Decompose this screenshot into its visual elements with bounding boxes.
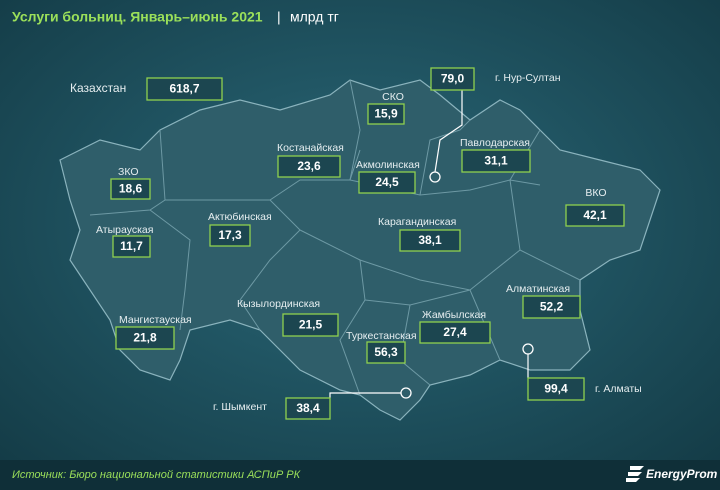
source: Источник: Бюро национальной статистики А… [12, 469, 301, 481]
region-name: Костанайская [277, 142, 344, 154]
region-value: 18,6 [119, 182, 143, 196]
region-name: Акмолинская [356, 159, 420, 171]
value-box [366, 341, 406, 364]
region-name: Мангистауская [119, 314, 192, 326]
region-name: г. Алматы [595, 383, 642, 395]
region-labels: СКО 15,9 г. Нур-Султан 79,0 Костанайская 23,6… [96, 67, 642, 420]
value-box [146, 77, 223, 101]
region-name: ЗКО [118, 166, 139, 178]
region-name: г. Шымкент [213, 401, 267, 413]
title: Услуги больниц. Январь–июнь 2021 [12, 9, 263, 25]
value-box [565, 204, 625, 227]
value-box [112, 235, 151, 258]
region-value: 17,3 [218, 228, 242, 242]
separator: | [277, 9, 281, 25]
region-name: Жамбылская [422, 309, 486, 321]
region-value: 99,4 [544, 382, 568, 396]
value-box [461, 149, 531, 173]
city-marker [522, 343, 534, 355]
value-box [399, 229, 461, 252]
region-name: Карагандинская [378, 216, 456, 228]
region-name: Актюбинская [208, 211, 272, 223]
region-value: 24,5 [375, 175, 399, 189]
region-value: 79,0 [441, 72, 465, 86]
region-value: 38,1 [418, 233, 442, 247]
city-marker [429, 171, 441, 183]
region-value: 56,3 [374, 345, 398, 359]
region-value: 42,1 [583, 208, 607, 222]
value-box [115, 326, 175, 350]
unit: млрд тг [290, 9, 339, 25]
footer-bar [0, 460, 720, 490]
logo: EnergyProm [646, 467, 718, 481]
region-value: 23,6 [297, 159, 321, 173]
value-box [285, 397, 331, 420]
total-label: Казахстан [70, 81, 126, 95]
region-name: ВКО [585, 187, 606, 199]
value-box [430, 67, 475, 91]
region-value: 27,4 [443, 325, 467, 339]
total-value: 618,7 [169, 82, 199, 96]
region-name: Алматинская [506, 283, 570, 295]
region-name: г. Нур-Султан [495, 72, 561, 84]
value-box [358, 171, 416, 194]
region-borders [89, 79, 581, 396]
value-box [209, 224, 251, 247]
region-name: Туркестанская [346, 330, 417, 342]
region-value: 11,7 [120, 239, 143, 253]
region-name: СКО [382, 91, 404, 103]
value-box [527, 377, 585, 401]
region-value: 21,5 [299, 318, 323, 332]
region-value: 38,4 [296, 401, 320, 415]
value-box [110, 178, 151, 200]
leader-line [329, 392, 401, 398]
region-value: 21,8 [133, 331, 157, 345]
value-box [282, 313, 339, 337]
logo-icon [626, 466, 644, 482]
value-box [522, 295, 581, 319]
leader-line [434, 90, 463, 173]
region-name: Кызылординская [237, 298, 320, 310]
value-box [419, 321, 491, 344]
region-name: Павлодарская [460, 137, 530, 149]
city-marker [400, 387, 412, 399]
value-box [277, 155, 341, 178]
region-value: 15,9 [374, 107, 398, 121]
region-value: 31,1 [484, 154, 508, 168]
value-box [367, 103, 405, 125]
region-value: 52,2 [540, 300, 564, 314]
region-name: Атырауская [96, 224, 153, 236]
